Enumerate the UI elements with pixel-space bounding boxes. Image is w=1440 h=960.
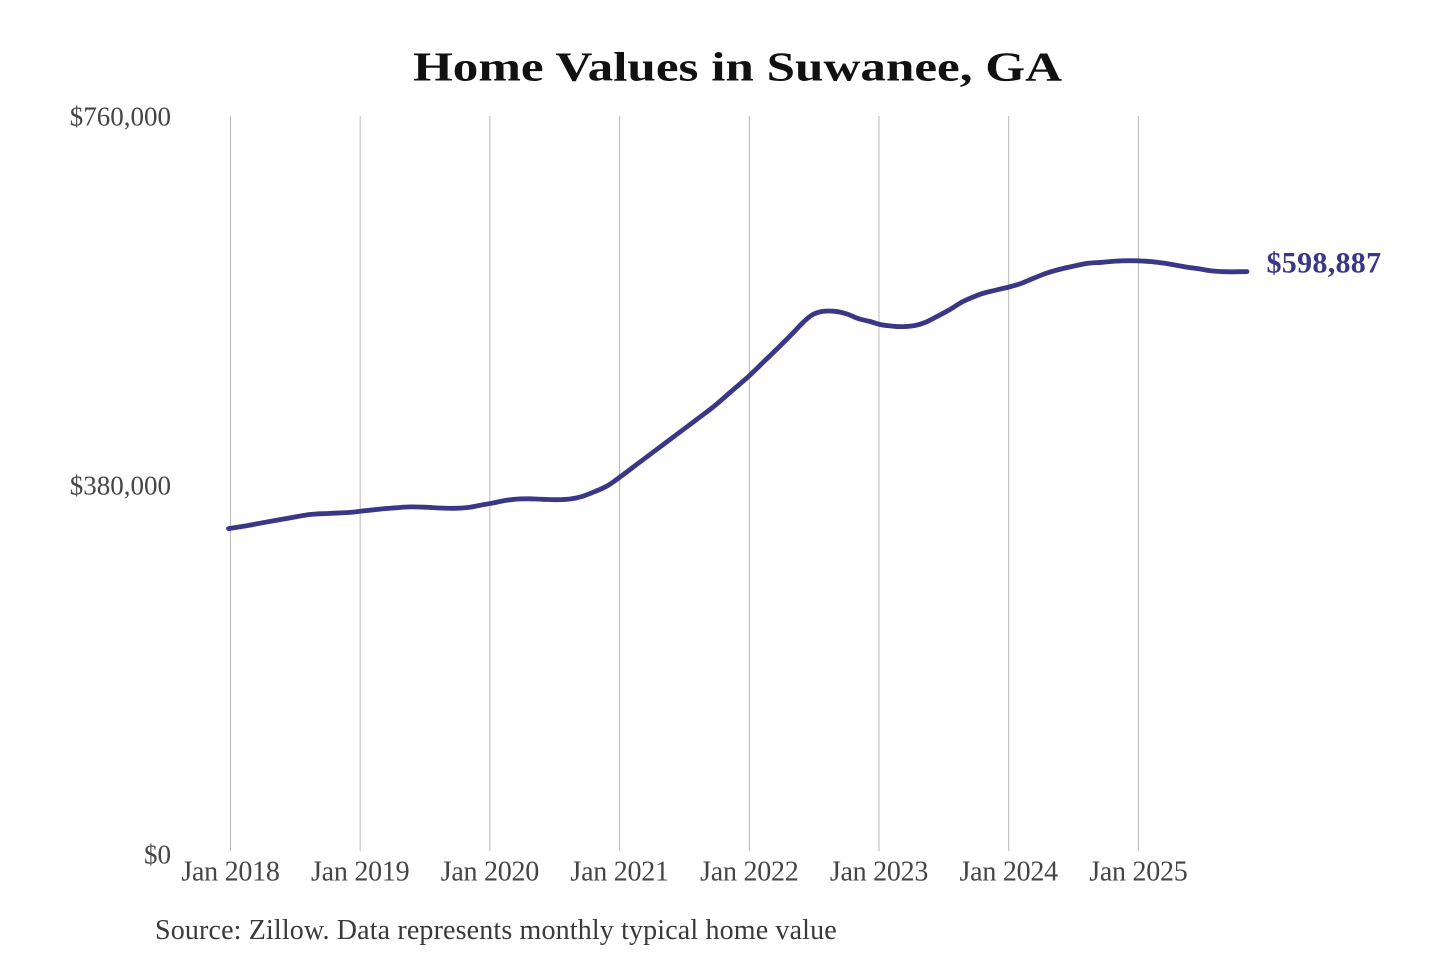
svg-text:Jan 2020: Jan 2020 [441,857,539,888]
svg-text:$380,000: $380,000 [70,471,171,501]
svg-text:Jan 2024: Jan 2024 [960,857,1059,888]
svg-text:Home Values in Suwanee, GA: Home Values in Suwanee, GA [413,44,1062,90]
svg-text:Jan 2021: Jan 2021 [570,857,668,888]
svg-text:Source: Zillow. Data represent: Source: Zillow. Data represents monthly … [155,915,837,946]
svg-text:$598,887: $598,887 [1267,247,1382,280]
svg-text:$760,000: $760,000 [70,102,171,132]
svg-text:Jan 2019: Jan 2019 [311,857,409,888]
svg-text:$0: $0 [144,840,171,870]
svg-text:Jan 2025: Jan 2025 [1089,857,1187,888]
svg-text:Jan 2018: Jan 2018 [181,857,279,888]
svg-text:Jan 2023: Jan 2023 [830,857,928,888]
svg-text:Jan 2022: Jan 2022 [700,857,798,888]
